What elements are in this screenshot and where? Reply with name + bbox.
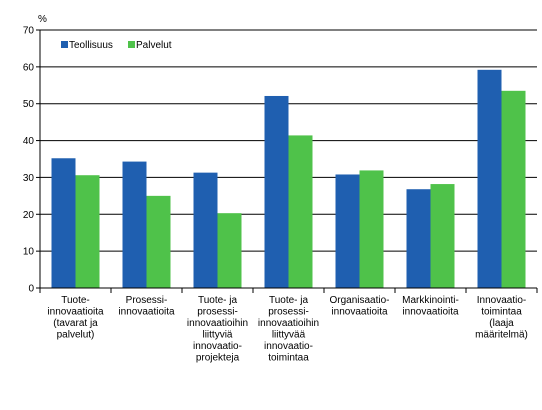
legend-label-teollisuus: Teollisuus	[69, 40, 113, 51]
x-category-label: Markkinointi-innovaatioita	[402, 295, 459, 318]
x-category-label-line: liittyviä	[202, 330, 232, 341]
x-category-label-line: toimintaa	[268, 353, 309, 364]
bar-teollisuus	[122, 161, 147, 288]
x-category-label-line: prosessi-	[197, 307, 238, 318]
bar-palvelut	[146, 195, 171, 288]
legend-swatch-teollisuus	[61, 41, 68, 48]
x-category-label-line: Tuote- ja	[198, 295, 238, 306]
x-category-label-line: Markkinointi-	[402, 295, 459, 306]
x-category-label-line: prosessi-	[268, 307, 309, 318]
x-category-label-line: innovaatio-	[193, 341, 242, 352]
x-category-label-line: innovaatioihin	[258, 318, 319, 329]
x-category-label-line: innovaatioita	[47, 307, 104, 318]
bar-palvelut	[217, 213, 242, 288]
x-category-label-line: projekteja	[196, 353, 240, 364]
x-category-label-line: innovaatio-	[264, 341, 313, 352]
y-tick-label: 60	[23, 62, 35, 73]
x-category-label-line: Tuote-	[61, 295, 90, 306]
x-category-label-line: palvelut)	[57, 330, 95, 341]
y-unit-label: %	[38, 14, 47, 25]
y-tick-label: 20	[23, 210, 35, 221]
bar-teollisuus	[193, 172, 218, 288]
x-axis-labels: Tuote-innovaatioita (tavarat ja palvelut)P…	[47, 295, 527, 364]
legend-label-palvelut: Palvelut	[136, 40, 172, 51]
x-category-label-line: innovaatioita	[118, 307, 175, 318]
x-category-label-line: Innovaatio-	[477, 295, 526, 306]
x-axis-ticks	[39, 288, 538, 293]
y-tick-label: 0	[28, 284, 34, 295]
bar-teollisuus	[406, 189, 431, 288]
x-category-label: Innovaatio-toimintaa (laaja määritelmä)	[475, 295, 528, 341]
x-category-label-line: (laaja	[489, 318, 514, 329]
y-axis-ticks: 0 10 20 30 40 50 60 70	[23, 26, 40, 295]
x-category-label-line: innovaatioita	[331, 307, 388, 318]
bar-teollisuus	[51, 158, 76, 288]
legend-swatch-palvelut	[128, 41, 135, 48]
x-category-label-line: Organisaatio-	[329, 295, 389, 306]
x-category-label-line: innovaatioihin	[187, 318, 248, 329]
bar-palvelut	[359, 170, 384, 288]
y-tick-label: 30	[23, 173, 35, 184]
bar-teollisuus	[477, 69, 502, 288]
legend: Teollisuus Palvelut	[61, 40, 172, 51]
bars	[51, 69, 526, 288]
bar-palvelut	[430, 184, 455, 288]
x-category-label-line: määritelmä)	[475, 330, 528, 341]
y-tick-label: 70	[23, 26, 35, 37]
bar-palvelut	[288, 135, 313, 288]
x-category-label-line: Tuote- ja	[269, 295, 309, 306]
x-category-label: Organisaatio-innovaatioita	[329, 295, 389, 318]
x-category-label-line: innovaatioita	[402, 307, 459, 318]
y-tick-label: 50	[23, 99, 35, 110]
y-tick-label: 10	[23, 247, 35, 258]
x-category-label-line: Prosessi-	[126, 295, 168, 306]
y-tick-label: 40	[23, 136, 35, 147]
x-category-label: Tuote- ja prosessi-innovaatioihin liittyvi…	[187, 295, 248, 364]
x-category-label-line: liittyvää	[272, 330, 306, 341]
x-category-label: Tuote- ja prosessi-innovaatioihin liittyvä…	[258, 295, 319, 364]
bar-teollisuus	[264, 95, 289, 288]
x-category-label: Tuote-innovaatioita (tavarat ja palvelut)	[47, 295, 104, 341]
bar-palvelut	[501, 90, 526, 288]
x-category-label: Prosessi-innovaatioita	[118, 295, 175, 318]
bar-teollisuus	[335, 174, 360, 288]
bar-palvelut	[75, 175, 100, 288]
x-category-label-line: (tavarat ja	[53, 318, 98, 329]
x-category-label-line: toimintaa	[481, 307, 522, 318]
